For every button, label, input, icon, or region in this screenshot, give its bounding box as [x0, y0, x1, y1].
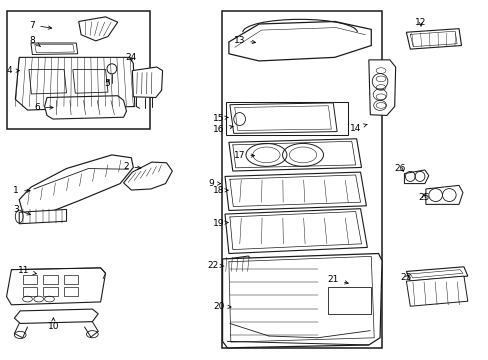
Text: 24: 24	[125, 53, 137, 62]
Polygon shape	[132, 67, 162, 98]
Polygon shape	[15, 57, 135, 110]
Text: 12: 12	[414, 18, 426, 27]
Text: 23: 23	[400, 273, 411, 282]
Polygon shape	[425, 185, 462, 204]
Polygon shape	[22, 275, 37, 284]
Text: 8: 8	[29, 36, 41, 46]
Text: 20: 20	[213, 302, 231, 311]
Text: 7: 7	[29, 21, 52, 30]
Polygon shape	[222, 253, 381, 348]
Polygon shape	[406, 267, 467, 281]
Text: 16: 16	[213, 125, 233, 134]
Text: 19: 19	[213, 219, 227, 228]
Polygon shape	[406, 29, 461, 49]
Polygon shape	[43, 275, 58, 284]
Text: 5: 5	[104, 80, 110, 89]
Text: 11: 11	[19, 266, 37, 275]
Text: 26: 26	[394, 164, 406, 173]
Polygon shape	[19, 155, 133, 215]
Polygon shape	[63, 275, 78, 284]
Polygon shape	[63, 287, 78, 296]
Polygon shape	[328, 287, 370, 314]
Text: 9: 9	[208, 179, 220, 188]
Polygon shape	[224, 209, 366, 253]
Polygon shape	[229, 103, 336, 134]
Text: 17: 17	[233, 151, 254, 160]
Text: 25: 25	[417, 193, 429, 202]
Polygon shape	[44, 96, 126, 119]
Bar	[225, 102, 347, 135]
Polygon shape	[224, 172, 366, 211]
Bar	[221, 11, 381, 348]
Text: 14: 14	[349, 123, 366, 132]
Polygon shape	[43, 287, 58, 296]
Polygon shape	[79, 17, 118, 41]
Polygon shape	[404, 170, 428, 184]
Polygon shape	[368, 60, 395, 116]
Text: 4: 4	[7, 66, 20, 75]
Text: 1: 1	[13, 186, 30, 195]
Polygon shape	[73, 69, 108, 93]
Polygon shape	[22, 287, 37, 296]
Polygon shape	[406, 276, 467, 306]
Text: 10: 10	[47, 318, 59, 331]
Text: 3: 3	[13, 205, 30, 215]
Polygon shape	[123, 162, 172, 190]
Polygon shape	[228, 22, 370, 61]
Text: 6: 6	[34, 103, 53, 112]
Text: 21: 21	[327, 275, 347, 284]
Polygon shape	[222, 256, 254, 274]
Polygon shape	[228, 139, 361, 171]
Text: 22: 22	[207, 261, 224, 270]
Polygon shape	[29, 69, 66, 94]
Text: 18: 18	[213, 186, 227, 195]
Text: 15: 15	[213, 114, 227, 123]
Text: 13: 13	[233, 36, 255, 45]
Bar	[6, 12, 150, 129]
Polygon shape	[14, 309, 98, 323]
Polygon shape	[6, 268, 105, 305]
Polygon shape	[19, 210, 66, 224]
Polygon shape	[31, 43, 78, 54]
Text: 2: 2	[123, 162, 141, 171]
